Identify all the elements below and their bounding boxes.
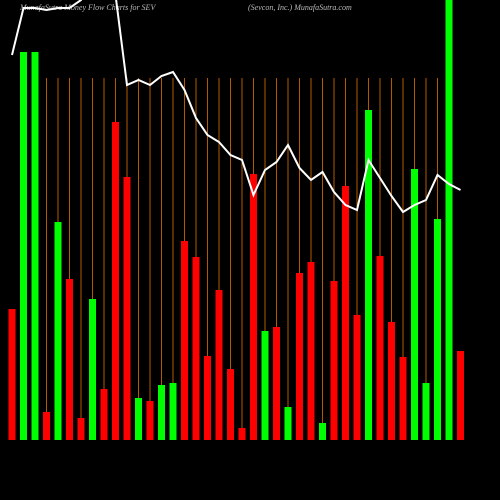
bar (399, 357, 407, 440)
bar (135, 398, 142, 440)
bar (43, 412, 50, 440)
bar (100, 389, 108, 440)
bar (365, 110, 372, 440)
chart-title: MunafaSutra Money Flow Charts for SEV (19, 3, 156, 12)
bar (181, 241, 188, 440)
bar (250, 174, 257, 440)
bar (445, 0, 453, 440)
bar (20, 52, 27, 440)
bar (434, 219, 441, 440)
bar (112, 122, 119, 440)
bar (204, 356, 211, 440)
bar (319, 423, 326, 440)
bar (388, 322, 395, 440)
chart-subtitle: (Sevcon, Inc.) MunafaSutra.com (248, 3, 352, 12)
bar (192, 257, 200, 440)
bar (169, 383, 177, 440)
bar (296, 273, 303, 440)
bar (330, 281, 338, 440)
bar (284, 407, 292, 440)
bar (158, 385, 165, 440)
bar (342, 186, 349, 440)
bar (77, 418, 85, 440)
bar (66, 279, 73, 440)
bar (457, 351, 464, 440)
flow-line (11, 0, 461, 214)
bar (411, 169, 418, 440)
bar (54, 222, 62, 440)
bar (273, 327, 280, 440)
bar (89, 299, 96, 440)
bar (238, 428, 246, 440)
bar (353, 315, 361, 440)
bar (261, 331, 269, 440)
bar (376, 256, 384, 440)
bar (146, 401, 154, 440)
bar (215, 290, 223, 440)
bar (8, 309, 16, 440)
bar (31, 52, 39, 440)
bar (422, 383, 430, 440)
bar (307, 262, 315, 440)
bar (123, 177, 131, 440)
bar (227, 369, 234, 440)
